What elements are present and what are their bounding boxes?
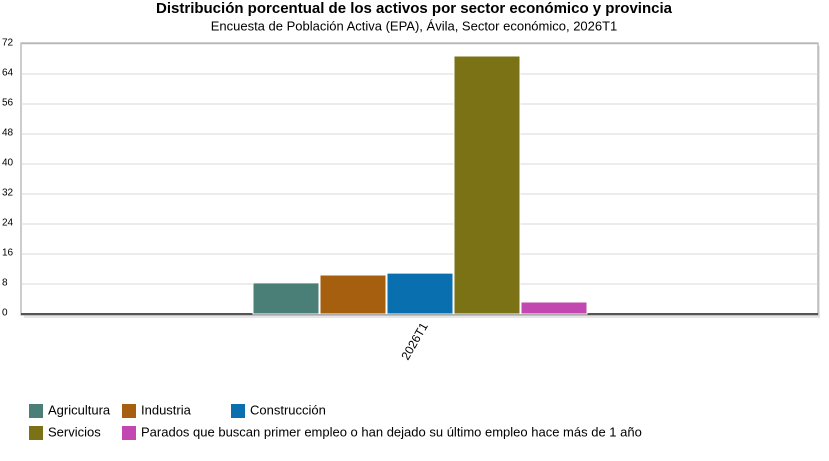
y-tick-label: 56 <box>2 98 14 109</box>
legend-label: Servicios <box>48 424 101 439</box>
y-tick-label: 40 <box>2 158 14 169</box>
legend-swatch <box>122 426 136 440</box>
chart-title: Distribución porcentual de los activos p… <box>156 0 673 17</box>
legend-label: Agricultura <box>48 402 111 417</box>
bar <box>252 282 320 315</box>
y-tick-label: 48 <box>2 128 14 139</box>
x-tick-label: 2026T1 <box>398 320 431 363</box>
chart-subtitle: Encuesta de Población Activa (EPA), Ávil… <box>211 18 618 33</box>
legend-swatch <box>122 404 136 418</box>
legend-label: Industria <box>141 402 192 417</box>
y-tick-label: 64 <box>2 68 14 79</box>
legend-label: Parados que buscan primer empleo o han d… <box>141 424 642 439</box>
y-tick-label: 24 <box>2 218 14 229</box>
y-tick-label: 72 <box>2 38 14 49</box>
y-tick-label: 16 <box>2 248 14 259</box>
y-tick-label: 0 <box>2 308 8 319</box>
y-tick-label: 8 <box>2 278 8 289</box>
y-tick-label: 32 <box>2 188 14 199</box>
bar <box>453 55 521 315</box>
legend-swatch <box>29 426 43 440</box>
legend-label: Construcción <box>250 402 326 417</box>
legend-swatch <box>231 404 245 418</box>
legend-swatch <box>29 404 43 418</box>
plot-area <box>20 42 819 316</box>
bar <box>386 272 454 315</box>
bar <box>319 274 387 315</box>
bar <box>520 301 588 315</box>
